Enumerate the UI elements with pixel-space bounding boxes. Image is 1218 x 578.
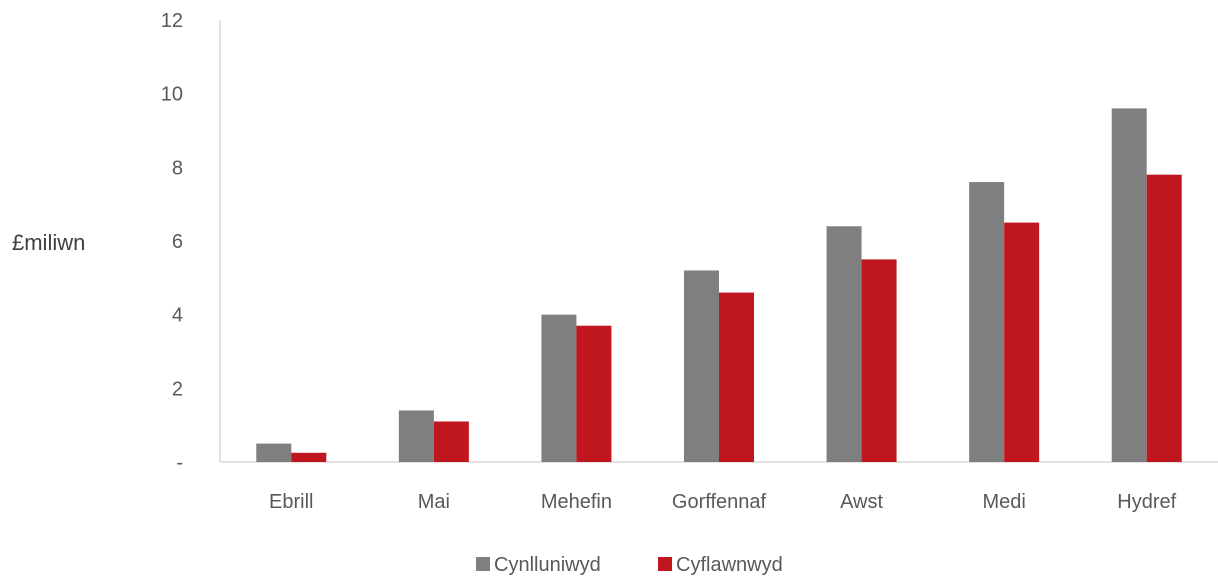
bar-cynlluniwyd-gorffennaf xyxy=(684,270,719,462)
x-tick-label: Hydref xyxy=(1117,491,1176,513)
x-tick-label-group: Ebrill Mai Mehefin Gorffennaf Awst Medi Hydref xyxy=(269,491,1177,513)
bar-cyflawnwyd-awst xyxy=(861,259,897,462)
x-tick-label: Awst xyxy=(840,491,883,513)
bar-cyflawnwyd-mehefin xyxy=(576,325,612,462)
legend-swatch-cynlluniwyd xyxy=(476,557,490,571)
legend-label-cynlluniwyd: Cynlluniwyd xyxy=(494,554,601,576)
legend-swatch-cyflawnwyd xyxy=(658,557,672,571)
bar-cynlluniwyd-mehefin xyxy=(541,314,577,462)
y-tick-group: - 2 4 6 8 10 12 xyxy=(161,10,183,474)
x-tick-label: Ebrill xyxy=(269,491,313,513)
bar-cyflawnwyd-medi xyxy=(1004,222,1040,462)
legend: Cynlluniwyd Cyflawnwyd xyxy=(476,554,783,576)
bar-cynlluniwyd-ebrill xyxy=(256,443,292,462)
y-tick-label: - xyxy=(176,452,183,474)
bar-cyflawnwyd-gorffennaf xyxy=(719,292,754,462)
bar-cynlluniwyd-medi xyxy=(969,182,1005,463)
x-tick-label: Mai xyxy=(418,491,450,513)
y-tick-label: 12 xyxy=(161,10,183,32)
bar-cynlluniwyd-hydref xyxy=(1111,108,1147,463)
bar-cynlluniwyd-awst xyxy=(826,226,862,462)
x-tick-label: Mehefin xyxy=(541,491,612,513)
y-tick-label: 6 xyxy=(172,231,183,253)
bar-cyflawnwyd-mai xyxy=(433,421,469,462)
bar-cynlluniwyd-mai xyxy=(398,410,434,462)
y-axis-title: £miliwn xyxy=(12,230,85,255)
y-tick-label: 2 xyxy=(172,378,183,400)
y-tick-label: 4 xyxy=(172,305,183,327)
bar-cyflawnwyd-ebrill xyxy=(291,452,327,462)
y-tick-label: 10 xyxy=(161,84,183,106)
x-tick-label: Gorffennaf xyxy=(672,491,767,513)
x-tick-label: Medi xyxy=(982,491,1025,513)
y-tick-label: 8 xyxy=(172,157,183,179)
bar-cyflawnwyd-hydref xyxy=(1146,174,1182,462)
legend-label-cyflawnwyd: Cyflawnwyd xyxy=(676,554,783,576)
bars-group xyxy=(256,108,1182,463)
